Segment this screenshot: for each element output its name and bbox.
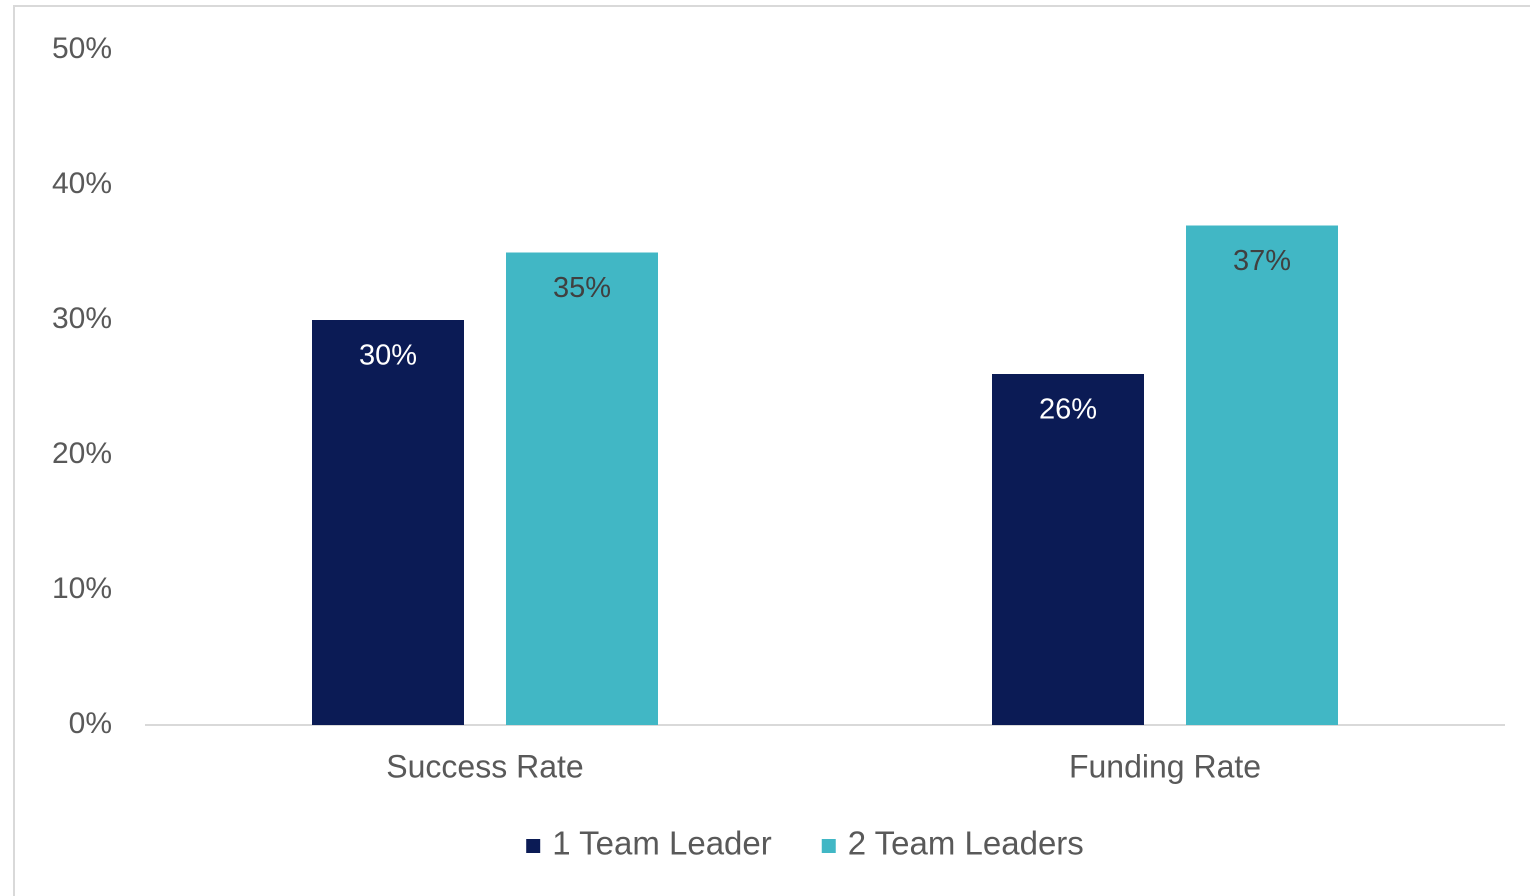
data-label: 30% (359, 340, 417, 372)
x-tick-label: Funding Rate (1069, 748, 1261, 784)
bar (1186, 225, 1338, 725)
data-label: 35% (553, 272, 611, 304)
legend-swatch (821, 839, 836, 853)
bar (312, 320, 464, 725)
y-tick-label: 40% (52, 167, 112, 200)
legend-label: 2 Team Leaders (848, 825, 1084, 862)
data-label: 26% (1039, 394, 1097, 426)
y-tick-label: 0% (69, 707, 112, 740)
x-tick-label: Success Rate (386, 748, 583, 784)
data-label: 37% (1233, 245, 1291, 277)
y-tick-label: 10% (52, 572, 112, 605)
legend-swatch (526, 839, 541, 853)
y-tick-label: 30% (52, 302, 112, 335)
bar (992, 374, 1144, 725)
bar (506, 252, 658, 725)
y-tick-label: 50% (52, 32, 112, 65)
y-tick-label: 20% (52, 437, 112, 470)
legend-label: 1 Team Leader (552, 825, 772, 862)
